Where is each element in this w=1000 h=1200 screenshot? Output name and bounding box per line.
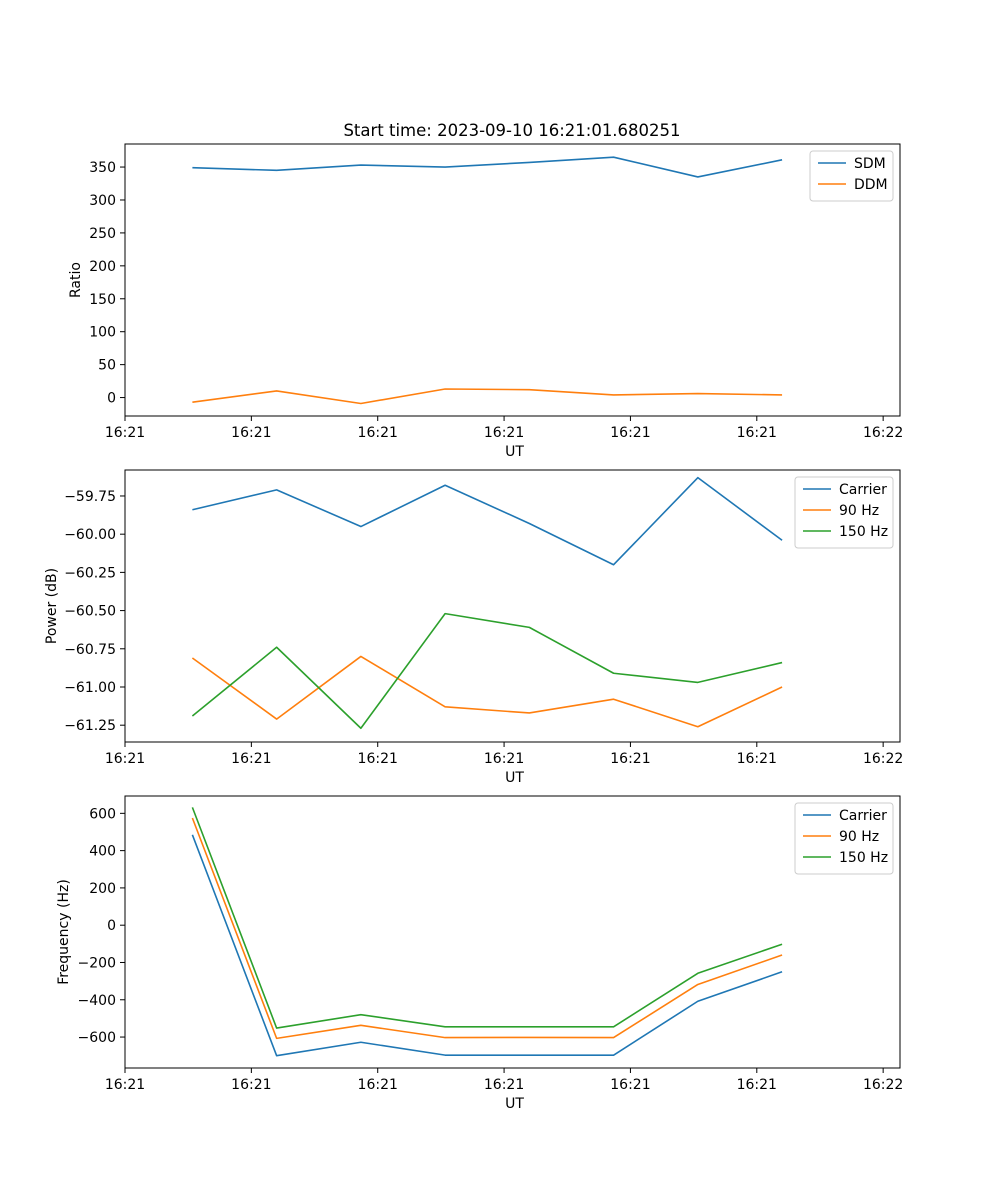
y-tick-label: −60.50 [64, 604, 116, 620]
y-tick-label: 200 [89, 259, 116, 275]
y-tick-label: 200 [89, 881, 116, 897]
x-tick-label: 16:21 [231, 751, 271, 767]
x-tick-label: 16:22 [863, 425, 903, 441]
x-tick-label: 16:21 [358, 1077, 398, 1093]
series-line-150-hz [191, 807, 783, 1029]
y-tick-label: −61.00 [64, 680, 116, 696]
legend: Carrier 90 Hz 150 Hz [794, 476, 894, 549]
series-line-carrier [192, 476, 783, 566]
x-tick-label: 16:21 [484, 1077, 524, 1093]
x-tick-label: 16:21 [231, 425, 271, 441]
x-tick-label: 16:21 [610, 425, 650, 441]
x-tick-label: 16:21 [484, 751, 524, 767]
x-tick-label: 16:21 [105, 751, 145, 767]
legend-label: DDM [854, 177, 888, 193]
legend-label: 90 Hz [839, 503, 879, 519]
legend: SDM DDM [809, 150, 894, 202]
chart-panel-2: 16:21 16:21 16:21 16:21 16:21 16:21 16:22 −61.2… [44, 469, 903, 786]
series-line-sdm [192, 156, 783, 178]
x-axis-label: UT [505, 1096, 524, 1112]
legend-label: 150 Hz [839, 524, 888, 540]
chart-panel-1: 16:21 16:21 16:21 16:21 16:21 16:21 16:22 0 50 10… [68, 143, 903, 460]
x-tick-label: 16:21 [737, 751, 777, 767]
legend-label: Carrier [839, 808, 887, 824]
y-tick-label: 0 [107, 391, 116, 407]
axes-frame [124, 795, 901, 1069]
x-tick-label: 16:21 [231, 1077, 271, 1093]
axes-frame [124, 143, 901, 417]
x-tick-label: 16:21 [358, 751, 398, 767]
y-tick-label: −60.00 [64, 527, 116, 543]
y-tick-label: −61.25 [64, 718, 116, 734]
x-axis-label: UT [505, 770, 524, 786]
chart-panel-3: 16:21 16:21 16:21 16:21 16:21 16:21 16:22 −600 −… [56, 795, 903, 1112]
y-tick-label: −200 [78, 955, 116, 971]
axes-frame [124, 469, 901, 743]
legend-label: 150 Hz [839, 850, 888, 866]
x-tick-label: 16:22 [863, 751, 903, 767]
x-tick-label: 16:21 [737, 1077, 777, 1093]
x-tick-label: 16:21 [484, 425, 524, 441]
y-tick-label: −60.75 [64, 642, 116, 658]
series-line-carrier [191, 834, 783, 1057]
y-tick-label: 350 [89, 160, 116, 176]
x-tick-label: 16:21 [358, 425, 398, 441]
y-tick-label: 400 [89, 844, 116, 860]
x-tick-label: 16:21 [610, 1077, 650, 1093]
y-axis-label: Power (dB) [44, 568, 60, 644]
x-axis-label: UT [505, 444, 524, 460]
y-tick-label: 250 [89, 226, 116, 242]
y-tick-label: −600 [78, 1030, 116, 1046]
x-tick-label: 16:21 [737, 425, 777, 441]
y-tick-label: −400 [78, 993, 116, 1009]
y-tick-label: 100 [89, 325, 116, 341]
series-line-90-hz [191, 655, 783, 728]
y-tick-label: 600 [89, 806, 116, 822]
x-tick-label: 16:21 [610, 751, 650, 767]
series-line-ddm [192, 388, 783, 405]
x-tick-label: 16:22 [863, 1077, 903, 1093]
y-tick-label: 150 [89, 292, 116, 308]
x-tick-label: 16:21 [105, 1077, 145, 1093]
legend-label: Carrier [839, 482, 887, 498]
figure-title: Start time: 2023-09-10 16:21:01.680251 [343, 121, 680, 140]
y-tick-label: −59.75 [64, 489, 116, 505]
y-tick-label: 300 [89, 193, 116, 209]
series-line-90-hz [191, 817, 783, 1040]
y-axis-label: Frequency (Hz) [56, 879, 72, 985]
series-line-150-hz [191, 612, 783, 730]
panels: 16:21 16:21 16:21 16:21 16:21 16:21 16:22 0 50 10… [44, 143, 903, 1112]
legend-label: SDM [854, 156, 886, 172]
x-tick-label: 16:21 [105, 425, 145, 441]
y-tick-label: 0 [107, 918, 116, 934]
legend: Carrier 90 Hz 150 Hz [794, 802, 894, 875]
y-tick-label: 50 [98, 358, 116, 374]
legend-label: 90 Hz [839, 829, 879, 845]
y-axis-label: Ratio [68, 262, 84, 298]
y-tick-label: −60.25 [64, 565, 116, 581]
